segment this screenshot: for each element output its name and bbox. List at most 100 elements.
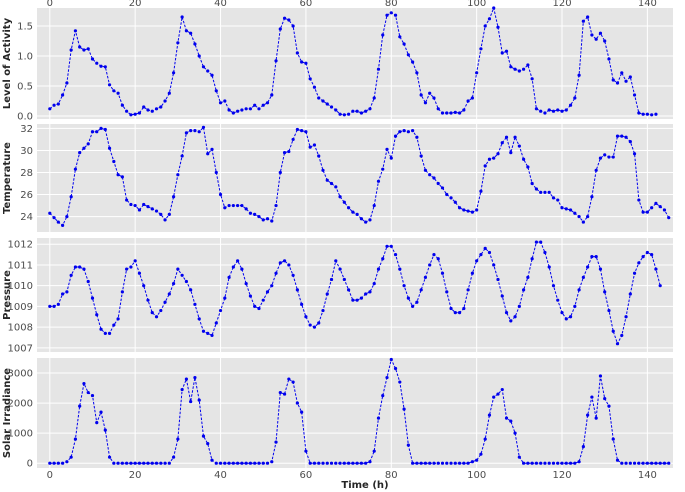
data-point xyxy=(398,380,402,384)
x-tick-label-top: 0 xyxy=(47,0,53,9)
data-point xyxy=(577,73,581,77)
data-point xyxy=(206,69,210,73)
data-point xyxy=(577,288,581,292)
data-point xyxy=(78,151,82,155)
data-point xyxy=(180,15,184,19)
data-point xyxy=(95,421,99,425)
data-point xyxy=(411,129,415,133)
data-point xyxy=(628,292,632,296)
data-point xyxy=(406,443,410,447)
data-point xyxy=(522,461,526,465)
data-point xyxy=(99,64,103,68)
data-point xyxy=(189,31,193,35)
data-point xyxy=(116,91,120,95)
data-point xyxy=(176,437,180,441)
data-point xyxy=(210,458,214,462)
data-point xyxy=(125,198,129,202)
data-point xyxy=(564,461,568,465)
data-point xyxy=(522,67,526,71)
data-point xyxy=(479,452,483,456)
data-point xyxy=(479,189,483,193)
data-point xyxy=(462,306,466,311)
data-point xyxy=(509,419,513,423)
data-point xyxy=(125,109,129,113)
data-point xyxy=(359,461,363,465)
data-point xyxy=(261,298,265,302)
data-point xyxy=(171,455,176,459)
data-point xyxy=(231,111,235,115)
data-point xyxy=(154,209,159,213)
data-point xyxy=(440,111,445,115)
data-point xyxy=(462,461,466,465)
data-point xyxy=(534,107,539,111)
data-point xyxy=(236,259,240,263)
y-tick-label: 28 xyxy=(20,168,33,179)
data-point xyxy=(159,461,163,465)
data-point xyxy=(244,282,248,286)
data-point xyxy=(586,413,590,417)
y-tick-label: 1.0 xyxy=(17,52,33,63)
data-point xyxy=(86,279,90,284)
data-point xyxy=(419,461,423,465)
data-point xyxy=(253,212,257,216)
y-tick-label: 0.0 xyxy=(17,112,33,123)
y-tick-label: 1012 xyxy=(8,240,33,251)
data-point xyxy=(466,288,470,292)
data-point xyxy=(607,404,611,408)
data-point xyxy=(338,267,342,271)
data-point xyxy=(628,140,632,144)
data-point xyxy=(466,209,470,213)
data-point xyxy=(440,271,445,275)
data-point xyxy=(355,212,359,216)
x-tick-label: 40 xyxy=(214,470,227,481)
data-point xyxy=(466,99,470,103)
panel-pressure: 1007 1008 1009 1010 1011 1012 Pressure xyxy=(2,238,673,354)
data-point xyxy=(381,257,385,261)
data-point xyxy=(645,210,649,214)
data-point xyxy=(112,159,116,164)
data-point xyxy=(282,392,287,396)
data-point xyxy=(171,282,176,286)
data-point xyxy=(389,11,393,15)
data-point xyxy=(641,255,645,259)
data-point xyxy=(329,181,334,186)
y-tick-label: 0.5 xyxy=(17,82,33,93)
data-point xyxy=(210,147,214,151)
data-point xyxy=(99,410,103,414)
data-point xyxy=(308,461,312,465)
data-point xyxy=(69,48,73,52)
data-point xyxy=(65,214,69,219)
data-point xyxy=(479,47,483,51)
data-point xyxy=(509,151,513,155)
data-point xyxy=(573,461,577,465)
data-point xyxy=(73,265,78,269)
x-tick-label-top: 20 xyxy=(129,0,142,9)
data-point xyxy=(231,461,235,465)
data-point xyxy=(603,396,607,401)
data-point xyxy=(551,284,556,288)
data-point xyxy=(95,313,99,317)
data-point xyxy=(257,107,261,111)
data-point xyxy=(475,71,479,75)
data-point xyxy=(628,461,632,465)
data-point xyxy=(624,315,628,319)
data-point xyxy=(193,375,197,380)
data-point xyxy=(551,109,556,113)
data-point xyxy=(150,461,154,465)
data-point xyxy=(308,145,312,149)
data-point xyxy=(637,198,641,202)
data-point xyxy=(103,65,107,69)
data-point xyxy=(189,288,193,292)
data-point xyxy=(624,461,628,465)
data-point xyxy=(368,290,372,294)
data-point xyxy=(492,395,496,399)
data-point xyxy=(564,108,568,112)
data-point xyxy=(154,315,159,319)
data-point xyxy=(406,53,410,57)
data-point xyxy=(257,306,261,311)
data-point xyxy=(658,461,662,465)
y-tick-label: 30 xyxy=(20,146,33,157)
data-point xyxy=(61,223,65,227)
data-point xyxy=(487,157,492,161)
data-point xyxy=(372,203,376,208)
